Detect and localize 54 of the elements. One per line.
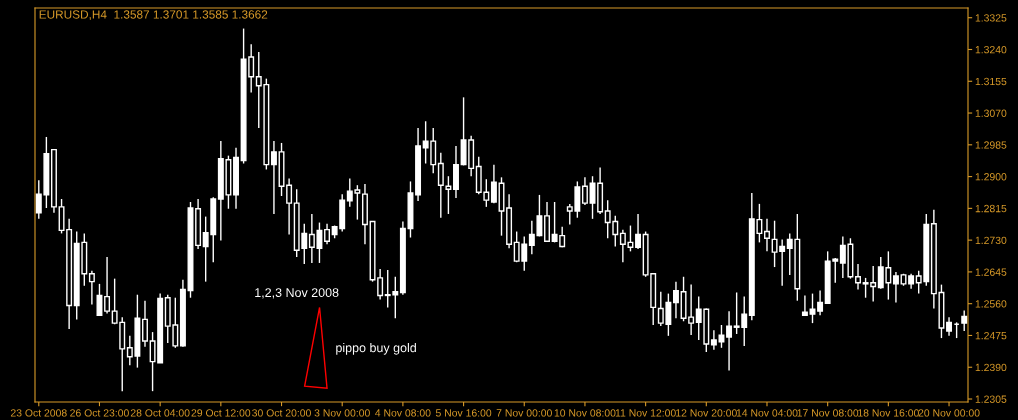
x-tick-label: 10 Nov 08:00 xyxy=(554,409,616,417)
y-tick-label: 1.2475 xyxy=(975,331,1007,340)
x-tick-label: 14 Nov 04:00 xyxy=(736,409,798,417)
x-tick-label: 11 Nov 12:00 xyxy=(615,409,676,417)
candlestick xyxy=(710,329,717,351)
x-tick-label: 29 Oct 12:00 xyxy=(191,409,251,417)
x-tick-label: 20 Nov 00:00 xyxy=(918,409,980,417)
y-tick-label: 1.2730 xyxy=(975,236,1007,245)
chart-title: EURUSD,H4 1.3587 1.3701 1.3585 1.3662 xyxy=(39,10,268,21)
candlestick xyxy=(437,151,444,219)
candlestick xyxy=(581,176,588,206)
x-tick-label: 18 Nov 16:00 xyxy=(858,409,919,417)
candlestick xyxy=(817,289,824,316)
candlestick xyxy=(286,177,293,236)
candlestick xyxy=(892,271,899,304)
y-tick-label: 1.2560 xyxy=(975,300,1007,308)
candlestick xyxy=(726,310,733,372)
candlestick xyxy=(946,316,953,337)
y-tick-label: 1.2390 xyxy=(975,363,1007,372)
candlestick xyxy=(142,300,148,348)
x-tick-label: 28 Oct 04:00 xyxy=(130,409,190,417)
x-tick-label: 4 Nov 08:00 xyxy=(375,409,431,417)
x-tick-label: 26 Oct 23:00 xyxy=(70,409,129,417)
candlestick xyxy=(270,140,277,215)
x-tick-label: 5 Nov 16:00 xyxy=(435,409,492,417)
candlestick xyxy=(490,163,497,204)
candlestick xyxy=(718,324,725,349)
candlestick xyxy=(635,213,642,250)
x-tick-label: 17 Nov 08:00 xyxy=(797,409,859,417)
y-tick-label: 1.2815 xyxy=(975,204,1007,213)
x-tick-label: 30 Oct 20:00 xyxy=(252,409,311,417)
annotation: 1,2,3 Nov 2008 xyxy=(255,288,339,299)
y-tick-label: 1.2645 xyxy=(975,268,1007,276)
x-tick-label: 23 Oct 2008 xyxy=(10,409,67,417)
candlestick xyxy=(961,309,968,332)
x-tick-label: 3 Nov 00:00 xyxy=(314,409,370,417)
x-tick-label: 7 Nov 00:00 xyxy=(496,409,552,417)
annotation: pippo buy gold xyxy=(336,342,416,355)
candlestick xyxy=(324,222,331,245)
candlestick xyxy=(764,218,770,253)
y-tick-label: 1.3325 xyxy=(975,14,1007,22)
candlestick xyxy=(801,294,808,316)
candlestick xyxy=(104,256,111,315)
y-tick-label: 1.2305 xyxy=(975,395,1007,403)
candlestick xyxy=(445,175,452,215)
y-tick-label: 1.3240 xyxy=(975,45,1007,54)
y-tick-label: 1.3070 xyxy=(975,109,1007,117)
x-tick-label: 12 Nov 20:00 xyxy=(676,409,737,417)
candlestick xyxy=(672,280,679,319)
candlestick xyxy=(855,263,861,291)
candlestick xyxy=(88,270,95,306)
y-tick-label: 1.3155 xyxy=(975,77,1007,86)
y-tick-label: 1.2985 xyxy=(975,141,1007,149)
y-tick-label: 1.2900 xyxy=(975,173,1007,181)
